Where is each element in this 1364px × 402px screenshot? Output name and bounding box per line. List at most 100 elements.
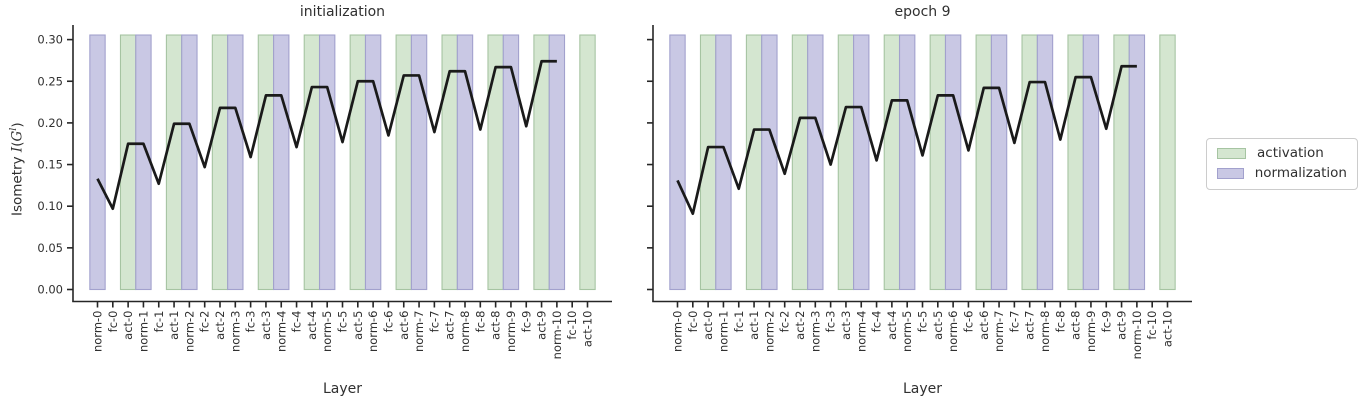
- x-tick-label: norm-3: [228, 311, 242, 353]
- x-tick-label: act-1: [747, 311, 761, 340]
- norm-band: [807, 34, 824, 291]
- norm-band: [669, 34, 686, 291]
- norm-band: [364, 34, 382, 291]
- act-band: [395, 34, 412, 291]
- norm-band: [227, 34, 244, 291]
- y-tick-label: 0.15: [37, 158, 63, 172]
- norm-band: [181, 34, 198, 291]
- x-tick-label: fc-3: [244, 311, 258, 333]
- x-tick-label: act-10: [1161, 311, 1175, 348]
- x-tick-label: fc-3: [824, 311, 838, 333]
- x-tick-label: fc-2: [198, 311, 212, 333]
- norm-band: [944, 34, 962, 291]
- x-tick-label: act-5: [351, 311, 365, 340]
- x-tick-label: fc-6: [381, 311, 395, 333]
- act-band: [1067, 34, 1084, 291]
- x-tick-label: norm-8: [458, 311, 472, 353]
- act-band: [303, 34, 321, 291]
- isometry-symbol: I: [9, 146, 26, 153]
- x-tick-label: fc-8: [1053, 311, 1067, 333]
- y-tick-label: 0.05: [37, 241, 63, 255]
- x-tick-label: act-6: [397, 311, 411, 340]
- norm-band: [135, 34, 152, 291]
- x-tick-label: norm-2: [182, 311, 196, 353]
- x-tick-label: act-4: [305, 311, 319, 340]
- y-tick-label: 0.30: [37, 33, 63, 47]
- normalization-swatch-icon: [1217, 167, 1244, 179]
- activation-swatch-icon: [1217, 148, 1246, 160]
- chart-epoch-9: norm-0 fc-0 act-0 norm-1 fc-1 act-1 norm-2 fc-2…: [647, 4, 1192, 397]
- x-tick-label: norm-3: [808, 311, 822, 353]
- legend-item-normalization: normalization: [1217, 164, 1347, 181]
- x-tick-label: fc-4: [290, 311, 304, 333]
- isometry-line: [676, 64, 1137, 216]
- norm-band: [715, 34, 732, 291]
- act-band: [745, 34, 763, 291]
- chart-title: epoch 9: [895, 4, 951, 20]
- norm-band: [318, 34, 336, 291]
- x-tick-label: norm-6: [366, 311, 380, 353]
- norm-band: [1036, 34, 1054, 291]
- y-axis-label: Isometry I(Gl): [8, 122, 26, 216]
- x-tick-label: norm-2: [762, 311, 776, 353]
- isometry-line: [96, 59, 557, 211]
- x-tick-label: fc-10: [1145, 311, 1159, 340]
- x-tick-label: fc-0: [106, 311, 120, 333]
- x-tick-label: act-3: [839, 311, 853, 340]
- act-band: [257, 34, 275, 291]
- x-tick-label: act-6: [977, 311, 991, 340]
- x-tick-label: act-1: [167, 311, 181, 340]
- y-tick-label: 0.10: [37, 199, 63, 213]
- act-band: [533, 34, 550, 291]
- act-band: [165, 34, 183, 291]
- norm-band: [1128, 34, 1146, 291]
- norm-band: [502, 34, 520, 291]
- x-tick-label: norm-0: [671, 311, 685, 353]
- x-tick-label: act-2: [793, 311, 807, 340]
- layer-superscript: l: [8, 127, 19, 131]
- x-tick-label: norm-5: [320, 311, 334, 353]
- act-band: [211, 34, 229, 291]
- layer-bands: [89, 34, 596, 291]
- x-tick-label: act-4: [885, 311, 899, 340]
- x-tick-label: norm-4: [854, 311, 868, 353]
- axes: norm-0 fc-0 act-0 norm-1 fc-1 act-1 norm-2 fc-2…: [647, 25, 1192, 359]
- x-tick-label: fc-10: [565, 311, 579, 340]
- act-band: [837, 34, 855, 291]
- act-band: [1021, 34, 1038, 291]
- x-tick-label: act-10: [581, 311, 595, 348]
- x-tick-label: norm-5: [900, 311, 914, 353]
- x-tick-label: fc-5: [916, 311, 930, 333]
- y-axis-label-text: Isometry: [9, 152, 26, 216]
- x-tick-label: norm-4: [274, 311, 288, 353]
- norm-band: [456, 34, 474, 291]
- norm-band: [410, 34, 428, 291]
- x-tick-label: norm-1: [716, 311, 730, 353]
- x-tick-label: norm-8: [1038, 311, 1052, 353]
- x-tick-label: act-8: [1069, 311, 1083, 340]
- x-tick-label: fc-1: [152, 311, 166, 333]
- x-tick-label: act-7: [1023, 311, 1037, 340]
- x-tick-label: norm-9: [504, 311, 518, 353]
- x-tick-label: fc-9: [1099, 311, 1113, 333]
- norm-band: [990, 34, 1008, 291]
- x-tick-label: fc-0: [686, 311, 700, 333]
- x-tick-label: act-9: [1115, 311, 1129, 340]
- act-band: [1113, 34, 1130, 291]
- x-tick-label: fc-2: [778, 311, 792, 333]
- x-tick-label: act-5: [931, 311, 945, 340]
- y-tick-label: 0.20: [37, 116, 63, 130]
- gram-symbol: G: [9, 130, 26, 142]
- x-tick-label: fc-6: [961, 311, 975, 333]
- x-tick-label: norm-6: [946, 311, 960, 353]
- legend-label: activation: [1257, 145, 1324, 161]
- x-axis-label: Layer: [903, 381, 942, 397]
- norm-band: [761, 34, 778, 291]
- legend-label: normalization: [1254, 164, 1347, 181]
- x-tick-label: act-9: [535, 311, 549, 340]
- x-tick-label: fc-7: [1007, 311, 1021, 333]
- act-band: [579, 34, 596, 291]
